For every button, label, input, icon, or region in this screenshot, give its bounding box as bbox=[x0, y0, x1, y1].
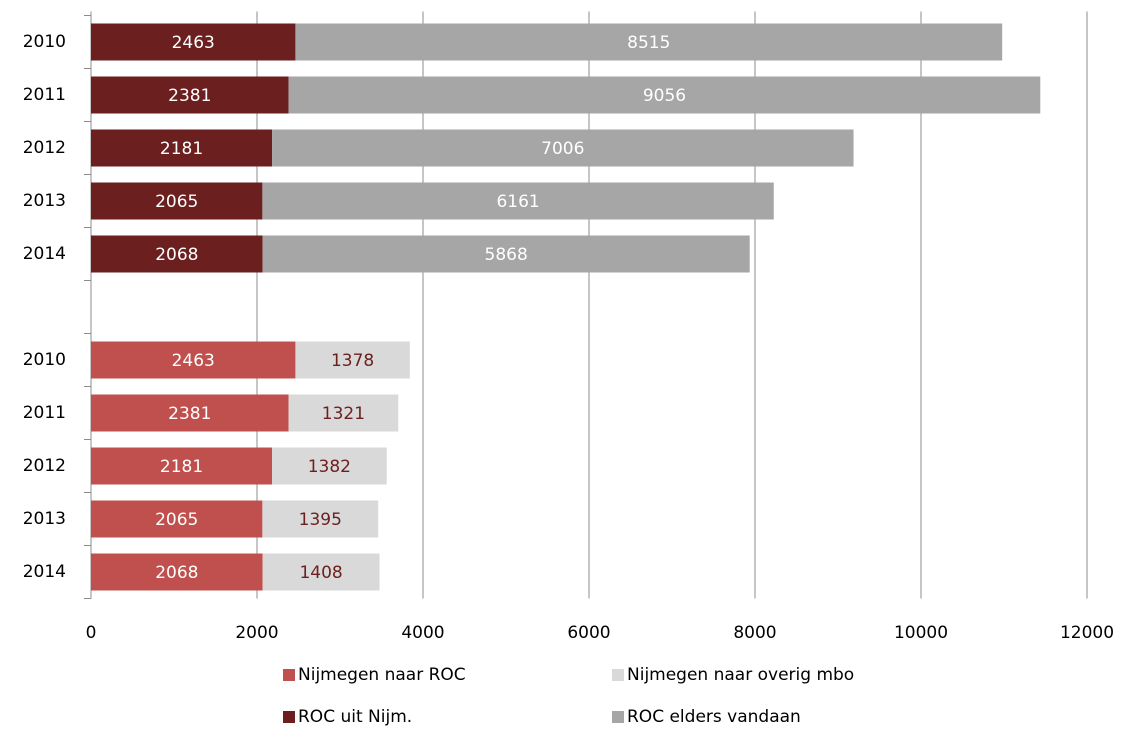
data-label: 2065 bbox=[155, 192, 198, 212]
bar-segment bbox=[262, 553, 380, 591]
y-tick-label: 2010 bbox=[23, 350, 66, 370]
y-tick-label: 2012 bbox=[23, 456, 66, 476]
bar-segment bbox=[91, 129, 273, 167]
bar-segment bbox=[262, 235, 750, 273]
data-label: 2065 bbox=[155, 510, 198, 530]
data-label: 2463 bbox=[172, 33, 215, 53]
data-label: 7006 bbox=[541, 139, 584, 159]
y-tick-label: 2010 bbox=[23, 32, 66, 52]
bar-segment bbox=[91, 553, 263, 591]
data-label: 2181 bbox=[160, 457, 203, 477]
data-label: 1395 bbox=[299, 510, 342, 530]
bar-segment bbox=[295, 341, 410, 379]
data-label: 1408 bbox=[299, 563, 342, 583]
y-tick-label: 2012 bbox=[23, 138, 66, 158]
y-tick-label: 2011 bbox=[23, 85, 66, 105]
bar-segment bbox=[91, 235, 263, 273]
x-tick-label: 4000 bbox=[401, 623, 444, 643]
x-tick-label: 8000 bbox=[733, 623, 776, 643]
bar-segment bbox=[91, 182, 263, 220]
bar-segment bbox=[288, 394, 399, 432]
bar-segment bbox=[91, 447, 273, 485]
bar-segment bbox=[91, 394, 289, 432]
bar-segment bbox=[262, 500, 379, 538]
bar-segment bbox=[91, 76, 289, 114]
bar-segment bbox=[91, 23, 296, 61]
data-label: 6161 bbox=[496, 192, 539, 212]
x-tick-label: 0 bbox=[86, 623, 97, 643]
legend-swatch bbox=[612, 711, 624, 723]
legend-label: Nijmegen naar ROC bbox=[298, 665, 466, 685]
data-label: 1378 bbox=[331, 351, 374, 371]
bar-segment bbox=[272, 129, 854, 167]
data-label: 5868 bbox=[485, 245, 528, 265]
data-label: 2381 bbox=[168, 86, 211, 106]
x-tick-label: 12000 bbox=[1060, 623, 1114, 643]
data-label: 2068 bbox=[155, 245, 198, 265]
bar-segment bbox=[295, 23, 1003, 61]
bar-segment bbox=[288, 76, 1041, 114]
bar-segment bbox=[91, 341, 296, 379]
legend-swatch bbox=[283, 669, 295, 681]
y-tick-label: 2014 bbox=[23, 244, 66, 264]
x-tick-label: 10000 bbox=[894, 623, 948, 643]
y-tick-label: 2014 bbox=[23, 562, 66, 582]
bar-segment bbox=[91, 500, 263, 538]
data-label: 1382 bbox=[308, 457, 351, 477]
data-label: 1321 bbox=[322, 404, 365, 424]
x-tick-label: 2000 bbox=[235, 623, 278, 643]
data-label: 2068 bbox=[155, 563, 198, 583]
y-tick-label: 2013 bbox=[23, 509, 66, 529]
data-label: 9056 bbox=[643, 86, 686, 106]
data-label: 2181 bbox=[160, 139, 203, 159]
data-label: 8515 bbox=[627, 33, 670, 53]
bar-segment bbox=[262, 182, 774, 220]
legend-swatch bbox=[283, 711, 295, 723]
data-label: 2381 bbox=[168, 404, 211, 424]
legend-swatch bbox=[612, 669, 624, 681]
y-tick-label: 2013 bbox=[23, 191, 66, 211]
x-tick-label: 6000 bbox=[567, 623, 610, 643]
data-label: 2463 bbox=[172, 351, 215, 371]
legend-label: ROC uit Nijm. bbox=[298, 707, 412, 727]
legend-label: Nijmegen naar overig mbo bbox=[627, 665, 854, 685]
legend-label: ROC elders vandaan bbox=[627, 707, 801, 727]
bar-segment bbox=[272, 447, 387, 485]
y-tick-label: 2011 bbox=[23, 403, 66, 423]
